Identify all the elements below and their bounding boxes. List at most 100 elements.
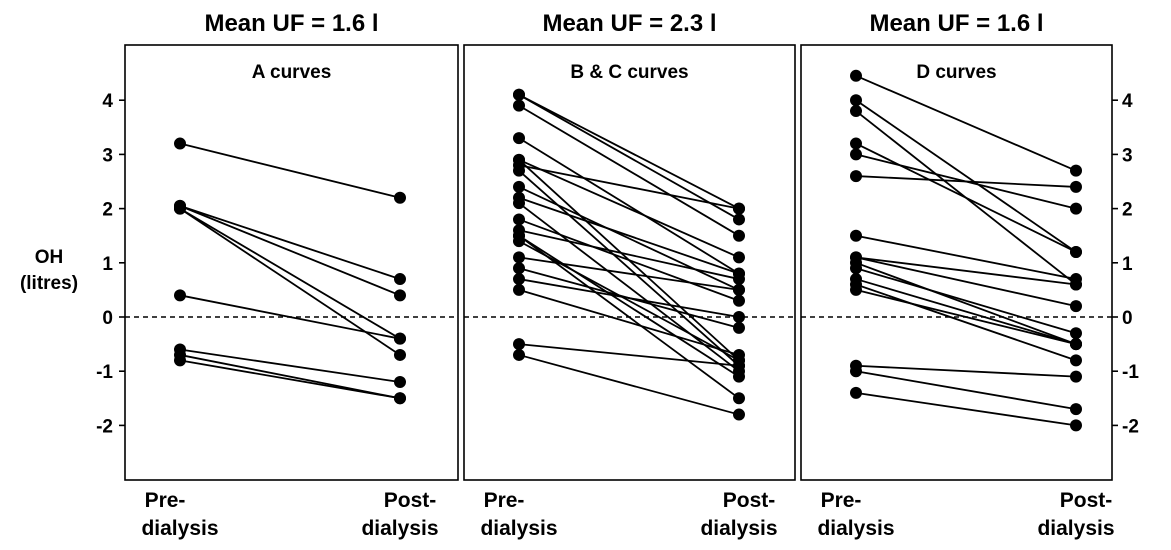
data-point-pre (850, 283, 862, 296)
data-point-pre (174, 289, 186, 302)
series-line (518, 240, 740, 362)
y-tick-label-right: -2 (1122, 416, 1139, 437)
data-point-pre (513, 132, 525, 145)
data-point-post (733, 202, 745, 215)
series-line (855, 99, 1077, 253)
data-point-pre (850, 386, 862, 399)
data-point-pre (513, 235, 525, 248)
series-line (855, 278, 1077, 345)
series-line (179, 205, 401, 280)
series-line (855, 256, 1077, 308)
data-point-post (733, 348, 745, 361)
data-point-post (1070, 180, 1082, 193)
y-tick-label-left: 2 (102, 200, 113, 221)
data-point-post (1070, 370, 1082, 383)
data-point-post (1070, 419, 1082, 432)
data-point-post (1070, 300, 1082, 313)
data-point-pre (513, 88, 525, 101)
category-pre-label-1: Pre- (145, 489, 186, 512)
data-point-post (1070, 245, 1082, 258)
y-tick-label-right: 1 (1122, 254, 1133, 275)
series-line (855, 175, 1077, 188)
y-tick-label-left: -2 (96, 416, 113, 437)
data-point-post (394, 392, 406, 405)
data-point-post (733, 321, 745, 334)
data-point-pre (850, 170, 862, 183)
series-line (518, 196, 740, 275)
series-line (855, 370, 1077, 411)
series-line (179, 207, 401, 340)
panel-frame-2 (463, 44, 796, 481)
data-point-pre (513, 262, 525, 275)
category-post-label-3: dialysis (1037, 517, 1114, 540)
data-point-pre (513, 251, 525, 264)
data-point-pre (850, 251, 862, 264)
series-line (518, 343, 740, 367)
y-tick-label-right: -1 (1122, 362, 1139, 383)
data-point-post (733, 392, 745, 405)
category-pre-label-1: dialysis (141, 517, 218, 540)
y-tick-label-left: -1 (96, 362, 113, 383)
category-post-label-3: Post- (1060, 489, 1113, 512)
data-point-post (394, 348, 406, 361)
data-point-pre (513, 338, 525, 351)
data-point-pre (513, 99, 525, 112)
series-line (855, 289, 1077, 345)
data-point-post (394, 376, 406, 389)
data-point-pre (513, 273, 525, 286)
category-post-label-1: Post- (384, 489, 437, 512)
category-pre-label-2: Pre- (484, 489, 525, 512)
data-point-pre (850, 229, 862, 242)
data-point-post (1070, 354, 1082, 367)
y-axis-label: OH (35, 247, 64, 268)
series-line (518, 256, 740, 291)
category-post-label-1: dialysis (361, 517, 438, 540)
series-line (518, 137, 740, 275)
data-point-post (733, 251, 745, 264)
y-tick-label-right: 0 (1122, 308, 1133, 329)
data-point-post (394, 332, 406, 345)
series-line (518, 164, 740, 210)
data-point-pre (513, 283, 525, 296)
category-post-label-2: dialysis (700, 517, 777, 540)
panel-frame-3 (800, 44, 1113, 481)
data-point-pre (513, 164, 525, 177)
data-point-pre (174, 137, 186, 150)
data-point-post (733, 294, 745, 307)
series-line (179, 142, 401, 199)
series-line (855, 142, 1077, 253)
series-line (179, 294, 401, 340)
series-line (855, 74, 1077, 172)
data-point-pre (850, 262, 862, 275)
data-point-pre (513, 348, 525, 361)
series-line (855, 364, 1077, 378)
series-line (518, 186, 740, 291)
series-line (518, 158, 740, 259)
series-line (855, 234, 1077, 280)
series-line (518, 229, 740, 280)
data-point-pre (513, 197, 525, 210)
panel-header-1: Mean UF = 1.6 l (204, 10, 378, 37)
data-point-post (1070, 338, 1082, 351)
series-line (855, 267, 1077, 335)
panel-header-2: Mean UF = 2.3 l (542, 10, 716, 37)
series-line (179, 205, 401, 297)
panel-title-1: A curves (252, 62, 332, 83)
data-point-pre (850, 148, 862, 161)
category-pre-label-3: dialysis (817, 517, 894, 540)
y-tick-label-left: 3 (102, 145, 113, 166)
data-point-pre (850, 105, 862, 118)
category-pre-label-3: Pre- (821, 489, 862, 512)
series-line (518, 93, 740, 210)
y-tick-label-right: 2 (1122, 200, 1133, 221)
y-axis-label: (litres) (20, 273, 78, 294)
data-point-pre (513, 213, 525, 226)
y-tick-label-right: 3 (1122, 145, 1133, 166)
y-tick-label-right: 4 (1122, 91, 1133, 112)
data-point-post (733, 229, 745, 242)
data-point-pre (513, 180, 525, 193)
y-tick-label-left: 0 (102, 308, 113, 329)
data-point-post (394, 289, 406, 302)
data-point-post (1070, 164, 1082, 177)
